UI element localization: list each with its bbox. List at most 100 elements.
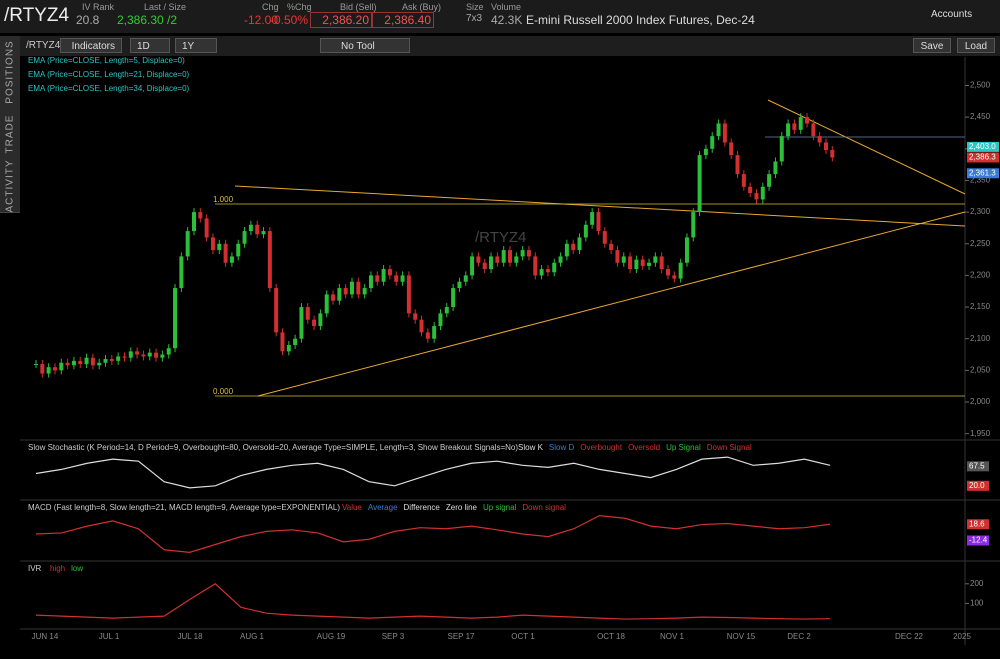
candle [229,256,234,263]
candle [217,243,222,251]
panel-title: IVR [28,564,42,573]
candle [166,348,171,355]
y-tick-label: 2,450 [970,112,991,121]
candle [331,294,336,301]
candle [90,357,95,366]
candle [432,326,437,339]
x-tick-label: DEC 22 [895,632,924,641]
candle [198,212,203,219]
candle [792,123,797,130]
candle [628,256,633,270]
aggregation[interactable]: 1D [130,38,170,53]
save-button[interactable]: Save [913,38,951,53]
legend-entry: Down Signal [707,443,752,452]
candle [666,269,670,276]
candle [786,123,791,137]
value: -0.50% [270,13,309,27]
value-tag-label: 20.0 [969,481,985,490]
study-label: EMA (Price=CLOSE, Length=34, Displace=0) [28,84,190,93]
drawing-tool[interactable]: No Tool [320,38,410,53]
label: Ask (Buy) [402,2,442,12]
y-tick-label: 2,200 [970,271,991,280]
y-tick-label: 2,350 [970,176,991,185]
load-button[interactable]: Load [957,38,995,53]
legend-entry: Value [342,503,362,512]
x-tick-label: NOV 15 [727,632,756,641]
candle [684,237,689,263]
candle [248,224,253,232]
candle [703,148,708,156]
y-tick-label: 2,050 [970,365,991,374]
panel-title: Slow Stochastic (K Period=14, D Period=9… [28,443,518,452]
side-tab[interactable]: POSITIONS [0,36,20,109]
ask[interactable]: 2,386.40 [372,12,434,28]
value: 2,386.30 /2 [117,13,178,27]
candle [444,307,449,314]
y-tick-label: 200 [970,579,984,588]
symbol: /RTYZ4 [4,5,70,26]
y-tick-label: 2,000 [970,397,991,406]
candle [716,123,721,137]
study-label: EMA (Price=CLOSE, Length=5, Displace=0) [28,56,185,65]
side-tab[interactable]: TRADE [0,108,20,161]
x-tick-label: OCT 1 [511,632,535,641]
label: Volume [491,2,522,12]
value: -12.00 [244,13,279,27]
label: %Chg [287,2,312,12]
candle [735,155,740,175]
candle [596,212,601,232]
candle [394,275,399,282]
study-line [35,456,831,489]
candle [128,351,133,358]
candle [318,313,323,327]
y-tick-label: 1,950 [970,429,991,438]
legend-entry: Slow D [549,443,575,452]
candle [280,332,285,352]
candle [236,243,241,257]
label: Last / Size [144,2,187,12]
legend-entry: Up signal [483,503,517,512]
legend-entry: Zero line [446,503,478,512]
candle [210,237,215,251]
candle [343,288,348,295]
candle [97,362,102,366]
x-tick-label: JUL 1 [99,632,120,641]
x-tick-label: NOV 1 [660,632,685,641]
candle [46,367,51,374]
toolbar: /RTYZ4 Indicators 1D 1Y No Tool Save Loa… [20,36,1000,56]
price-tag [967,141,999,152]
chart: 1.000 0.000 /RTYZ4 1,950 2,000 2,050 2,100 2… [20,56,1000,645]
indicators-button[interactable]: Indicators [60,38,122,53]
y-tick-label: 2,100 [970,334,991,343]
candle [293,338,298,346]
trend-line [234,185,966,227]
candle [286,345,291,352]
candle [482,262,487,270]
range[interactable]: 1Y [175,38,217,53]
candle [242,231,247,244]
value: 7x3 [466,13,483,24]
price-tag [967,168,999,179]
label: Size [466,2,484,12]
description: E-mini Russell 2000 Index Futures, Dec-2… [526,13,755,27]
candle [577,237,582,251]
header: /RTYZ4 IV Rank 20.8 Last / Size 2,386.30… [0,0,1000,33]
candle [204,218,209,238]
legend-entry: Slow K [518,443,544,452]
x-tick-label: AUG 1 [240,632,265,641]
bid[interactable]: 2,386.20 [310,12,372,28]
candle [552,262,557,273]
candle [179,256,184,289]
fib-label: 0.000 [213,387,234,396]
candle [52,367,57,371]
legend-entry: Down signal [522,503,566,512]
accounts[interactable]: Accounts [931,9,973,20]
side-tab[interactable]: ACTIVITY [0,159,20,213]
fib-label: 1.000 [213,195,234,204]
candle [368,275,373,289]
candle [419,319,424,333]
candle [84,357,89,365]
y-tick-label: 2,500 [970,81,991,90]
candle [192,212,196,232]
price-tag [967,152,999,163]
